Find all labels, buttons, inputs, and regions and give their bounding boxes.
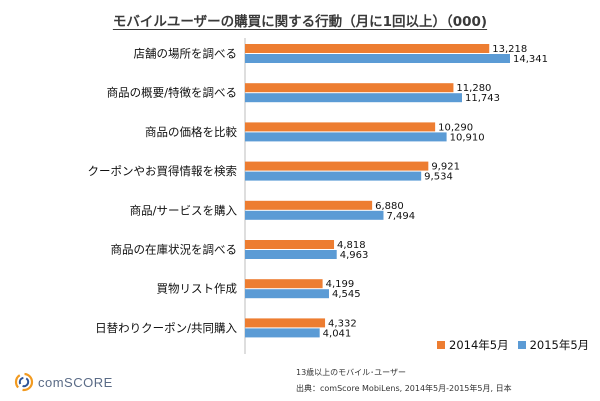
category-label: 商品の在庫状況を調べる: [111, 243, 238, 257]
legend-item-2014: 2014年5月: [437, 337, 509, 353]
bar-2015: [245, 289, 329, 299]
comscore-logo: comSCORE: [14, 372, 113, 392]
legend-swatch-2014: [437, 341, 445, 349]
bar-2014: [245, 122, 436, 132]
bar-2014: [245, 83, 454, 93]
value-label-2014: 6,880: [375, 201, 404, 212]
value-label-2015: 9,534: [424, 172, 453, 183]
bar-2015: [245, 54, 510, 63]
bar-2014: [245, 240, 335, 249]
value-label-2015: 11,743: [465, 93, 500, 104]
category-label: 商品の価格を比較: [145, 125, 237, 139]
footnote-sample: 13歳以上のモバイル･ユーザー: [296, 368, 407, 377]
bar-2015: [245, 132, 447, 142]
bar-2014: [245, 318, 326, 328]
category-label: 商品の概要/特徴を調べる: [107, 86, 237, 100]
value-label-2014: 4,199: [326, 279, 355, 290]
value-label-2015: 4,963: [340, 250, 369, 261]
category-label: クーポンやお買得情報を検索: [88, 164, 238, 178]
category-label: 買物リスト作成: [157, 282, 238, 296]
value-label-2015: 10,910: [450, 132, 485, 143]
bar-2015: [245, 210, 384, 220]
legend-label-2014: 2014年5月: [449, 338, 509, 352]
legend: 2014年5月 2015年5月: [437, 337, 598, 353]
category-label: 日替わりクーポン/共同購入: [95, 321, 237, 335]
bar-2015: [245, 328, 320, 338]
bar-2015: [245, 171, 422, 181]
value-label-2015: 4,545: [332, 289, 361, 300]
value-label-2014: 4,332: [328, 318, 357, 329]
value-label-2014: 13,218: [492, 44, 527, 55]
bar-2014: [245, 44, 490, 53]
comscore-swirl-icon: [14, 372, 34, 392]
value-label-2014: 4,818: [337, 240, 366, 251]
value-label-2015: 14,341: [513, 54, 548, 65]
value-label-2015: 7,494: [386, 211, 415, 222]
value-label-2014: 11,280: [456, 83, 491, 94]
chart-title: モバイルユーザーの購買に関する行動（月に1回以上）（000): [112, 14, 488, 30]
value-label-2014: 9,921: [431, 162, 460, 173]
bar-2015: [245, 250, 337, 259]
footnote: 13歳以上のモバイル･ユーザー 出典：comScore MobiLens, 20…: [296, 365, 512, 397]
logo-text: comSCORE: [38, 374, 113, 390]
value-label-2015: 4,041: [323, 328, 352, 339]
legend-swatch-2015: [517, 341, 526, 349]
category-label: 商品/サービスを購入: [130, 203, 238, 217]
legend-label-2015: 2015年5月: [529, 338, 590, 352]
category-label: 店舗の場所を調べる: [134, 47, 238, 61]
bar-2014: [245, 161, 429, 171]
value-label-2014: 10,290: [438, 122, 473, 133]
footnote-source: 出典：comScore MobiLens, 2014年5月-2015年5月, 日…: [296, 384, 512, 393]
bar-2014: [245, 279, 323, 289]
bar-2014: [245, 200, 373, 210]
bar-2015: [245, 93, 462, 103]
legend-item-2015: 2015年5月: [517, 337, 590, 353]
